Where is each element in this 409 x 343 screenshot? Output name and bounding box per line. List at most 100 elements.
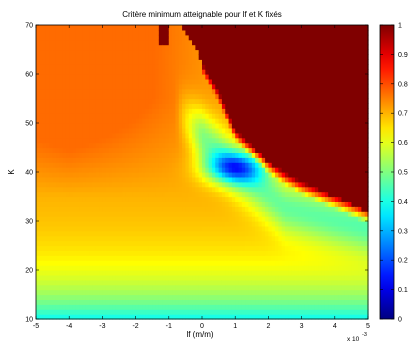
heatmap-cell: [225, 44, 230, 51]
heatmap-cell: [168, 152, 173, 158]
heatmap-cell: [261, 186, 266, 193]
heatmap-cell: [39, 147, 44, 153]
heatmap-cell: [62, 132, 67, 139]
heatmap-cell: [109, 49, 113, 55]
heatmap-cell: [178, 230, 183, 237]
heatmap-cell: [128, 245, 133, 251]
heatmap-cell: [99, 147, 103, 153]
heatmap-cell: [42, 181, 47, 188]
heatmap-cell: [225, 113, 230, 119]
heatmap-cell: [75, 270, 80, 276]
heatmap-cell: [188, 157, 193, 163]
heatmap-cell: [148, 39, 153, 46]
heatmap-cell: [49, 235, 54, 242]
heatmap-cell: [172, 196, 177, 202]
heatmap-cell: [82, 279, 87, 286]
heatmap-cell: [221, 260, 226, 266]
heatmap-cell: [205, 44, 210, 51]
heatmap-cell: [145, 44, 150, 51]
heatmap-cell: [268, 279, 273, 286]
heatmap-cell: [238, 98, 243, 104]
heatmap-cell: [258, 132, 263, 139]
heatmap-cell: [62, 59, 67, 65]
heatmap-cell: [275, 93, 279, 100]
heatmap-cell: [278, 304, 283, 310]
heatmap-cell: [59, 230, 64, 237]
heatmap-cell: [215, 103, 220, 109]
heatmap-cell: [304, 181, 309, 188]
heatmap-cell: [85, 186, 90, 193]
heatmap-cell: [172, 118, 177, 124]
heatmap-cell: [172, 93, 177, 100]
heatmap-cell: [36, 98, 40, 104]
heatmap-cell: [288, 44, 293, 51]
heatmap-cell: [188, 127, 193, 134]
heatmap-cell: [301, 29, 306, 36]
heatmap-cell: [215, 176, 220, 183]
heatmap-cell: [119, 123, 123, 129]
heatmap-cell: [125, 93, 130, 100]
heatmap-cell: [112, 176, 117, 183]
heatmap-cell: [258, 274, 263, 281]
heatmap-cell: [211, 240, 216, 247]
heatmap-cell: [294, 49, 299, 55]
heatmap-cell: [278, 255, 283, 261]
heatmap-cell: [95, 98, 100, 104]
heatmap-cell: [261, 93, 266, 100]
heatmap-cell: [225, 59, 230, 65]
heatmap-cell: [238, 167, 243, 173]
heatmap-cell: [128, 123, 133, 129]
heatmap-cell: [175, 142, 180, 149]
heatmap-cell: [228, 54, 233, 60]
heatmap-cell: [142, 152, 147, 158]
heatmap-cell: [59, 54, 64, 60]
heatmap-cell: [69, 191, 74, 198]
heatmap-cell: [49, 225, 54, 232]
heatmap-cell: [301, 172, 306, 178]
heatmap-cell: [42, 206, 47, 212]
heatmap-cell: [301, 235, 306, 242]
heatmap-cell: [165, 44, 170, 51]
heatmap-cell: [92, 88, 97, 95]
heatmap-cell: [42, 39, 47, 46]
heatmap-cell: [271, 274, 276, 281]
heatmap-cell: [105, 255, 110, 261]
heatmap-cell: [172, 255, 177, 261]
heatmap-cell: [165, 54, 170, 60]
heatmap-cell: [112, 299, 117, 305]
heatmap-cell: [275, 289, 279, 296]
heatmap-cell: [62, 309, 67, 315]
heatmap-cell: [308, 39, 313, 46]
heatmap-cell: [49, 294, 54, 300]
heatmap-cell: [248, 167, 253, 173]
heatmap-cell: [301, 54, 306, 60]
heatmap-cell: [211, 103, 216, 109]
heatmap-cell: [138, 270, 143, 276]
heatmap-cell: [308, 304, 313, 310]
heatmap-cell: [251, 250, 256, 256]
heatmap-cell: [175, 98, 180, 104]
heatmap-cell: [288, 113, 293, 119]
heatmap-cell: [208, 201, 213, 207]
heatmap-cell: [278, 39, 283, 46]
heatmap-cell: [188, 137, 193, 144]
heatmap-cell: [142, 78, 147, 85]
heatmap-cell: [65, 44, 70, 51]
heatmap-cell: [221, 221, 226, 227]
heatmap-cell: [178, 304, 183, 310]
heatmap-cell: [122, 74, 127, 80]
heatmap-cell: [95, 83, 100, 90]
heatmap-cell: [128, 304, 133, 310]
heatmap-cell: [128, 69, 133, 75]
heatmap-cell: [145, 225, 150, 232]
heatmap-cell: [119, 167, 123, 173]
heatmap-cell: [65, 181, 70, 188]
heatmap-cell: [301, 304, 306, 310]
heatmap-cell: [258, 294, 263, 300]
heatmap-cell: [158, 25, 163, 31]
heatmap-cell: [241, 230, 246, 237]
heatmap-cell: [79, 309, 84, 315]
heatmap-cell: [162, 250, 167, 256]
heatmap-cell: [79, 181, 84, 188]
heatmap-cell: [122, 157, 127, 163]
